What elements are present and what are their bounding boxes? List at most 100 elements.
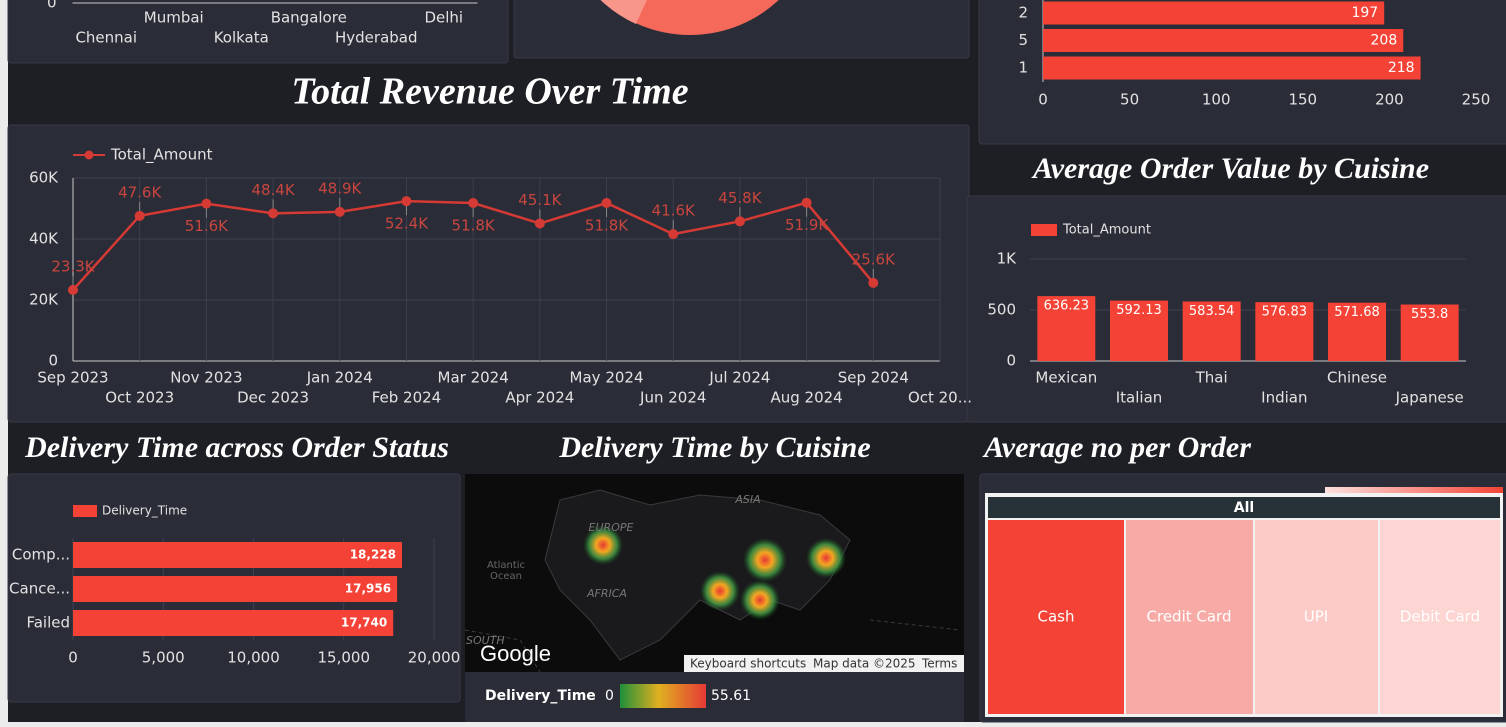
value-label: 571.68 — [1334, 305, 1380, 320]
treemap-cell[interactable] — [1255, 520, 1378, 714]
x-tick-label: Jan 2024 — [306, 369, 373, 387]
legend-marker — [84, 150, 94, 160]
y-tick-label: 40K — [29, 230, 59, 248]
bar — [73, 576, 398, 602]
bar — [1255, 302, 1314, 361]
map-brand: Google — [480, 641, 551, 666]
legend-min: 0 — [605, 688, 614, 704]
value-label: 23.3K — [51, 257, 95, 275]
x-tick-label: 150 — [1288, 91, 1317, 109]
x-tick-label: Indian — [1261, 389, 1307, 407]
x-tick-label: 5,000 — [142, 649, 185, 667]
x-tick-label: Kolkata — [214, 29, 269, 47]
y-tick-label: 5 — [1018, 31, 1028, 49]
treemap-header — [988, 497, 1500, 518]
x-tick-label: Mar 2024 — [438, 369, 509, 387]
shortcuts-link[interactable]: Keyboard shortcuts — [690, 657, 806, 671]
x-tick-label: 10,000 — [227, 649, 280, 667]
treemap-cell[interactable] — [1126, 520, 1253, 714]
y-tick-label: 0 — [47, 0, 57, 12]
map-legend — [465, 672, 964, 722]
map-label: ASIA — [734, 493, 760, 506]
value-label: 218 — [1388, 60, 1415, 76]
value-label: 51.8K — [585, 217, 629, 235]
point — [134, 210, 145, 221]
value-label: 17,740 — [341, 616, 387, 630]
map-label: AFRICA — [586, 587, 627, 600]
point — [668, 229, 679, 240]
legend-label: Total_Amount — [110, 146, 213, 165]
attribution-bar — [684, 655, 964, 672]
value-label: 18,228 — [350, 548, 396, 562]
x-tick-label: Apr 2024 — [505, 389, 574, 407]
heat-spot — [740, 580, 780, 620]
point — [268, 208, 279, 219]
map-label: SOUTH — [466, 634, 505, 647]
value-label: 576.83 — [1262, 305, 1308, 320]
value-label: 51.6K — [185, 217, 229, 235]
bar — [1400, 304, 1459, 361]
x-tick-label: 15,000 — [318, 649, 371, 667]
value-label: 553.8 — [1411, 307, 1448, 322]
x-tick-label: Chinese — [1327, 369, 1387, 387]
value-label: 45.8K — [718, 189, 762, 207]
map-label: EUROPE — [589, 521, 634, 534]
y-tick-label: 2 — [1018, 4, 1028, 22]
treemap-root: All — [1234, 500, 1254, 516]
panel — [7, 0, 509, 64]
value-label: 45.1K — [518, 191, 562, 209]
value-label: 51.8K — [452, 217, 496, 235]
x-tick-label: Chennai — [75, 29, 137, 47]
attribution: Map data ©2025 — [813, 657, 916, 671]
legend-swatch — [73, 505, 97, 517]
legend-max: 55.61 — [711, 688, 751, 704]
x-tick-label: Jun 2024 — [639, 389, 706, 407]
pie-slice — [600, 0, 647, 24]
pie-slice — [601, 0, 779, 35]
pie — [600, 0, 779, 35]
x-tick-label: Nov 2023 — [170, 369, 242, 387]
legend-label: Total_Amount — [1062, 223, 1151, 238]
value-label: 636.23 — [1044, 299, 1090, 314]
point — [734, 216, 745, 227]
point — [601, 198, 612, 209]
x-tick-label: Sep 2024 — [838, 369, 909, 387]
value-label: 52.4K — [385, 215, 429, 233]
bar — [1110, 300, 1168, 361]
legend-title: Delivery_Time — [485, 688, 596, 704]
x-tick-label: Mexican — [1035, 369, 1097, 387]
x-tick-label: Bangalore — [271, 9, 347, 27]
x-tick-label: Oct 20... — [908, 389, 972, 407]
x-tick-label: Feb 2024 — [372, 389, 442, 407]
chart-title: Delivery Time by Cuisine — [558, 431, 870, 464]
x-tick-label: 50 — [1120, 91, 1139, 109]
x-tick-label: 100 — [1202, 91, 1231, 109]
bar — [73, 610, 394, 636]
decor-bar — [1325, 487, 1503, 493]
y-tick-label: 1K — [997, 250, 1018, 268]
x-tick-label: Dec 2023 — [237, 389, 309, 407]
treemap-label: Cash — [1038, 608, 1075, 626]
terms-link[interactable]: Terms — [921, 657, 957, 671]
value-label: 51.9K — [785, 216, 829, 234]
chart-title: Total Revenue Over Time — [291, 71, 688, 113]
x-tick-label: Japanese — [1395, 389, 1464, 407]
color-scale — [620, 684, 706, 708]
bar — [73, 542, 403, 568]
legend-swatch — [1031, 224, 1057, 236]
x-tick-label: 20,000 — [408, 649, 461, 667]
value-label: 208 — [1371, 33, 1398, 49]
heat-spot — [700, 571, 740, 611]
x-tick-label: Jul 2024 — [708, 369, 770, 387]
point — [534, 218, 545, 229]
treemap-cell[interactable] — [1380, 520, 1500, 714]
treemap-cell[interactable] — [988, 520, 1124, 714]
heat-spot — [743, 538, 787, 582]
point — [801, 197, 812, 208]
y-tick-label: Cance... — [9, 580, 70, 598]
x-tick-label: Mumbai — [144, 9, 204, 27]
x-tick-label: Italian — [1116, 389, 1163, 407]
value-label: 48.4K — [251, 181, 295, 199]
bar — [1043, 56, 1421, 80]
